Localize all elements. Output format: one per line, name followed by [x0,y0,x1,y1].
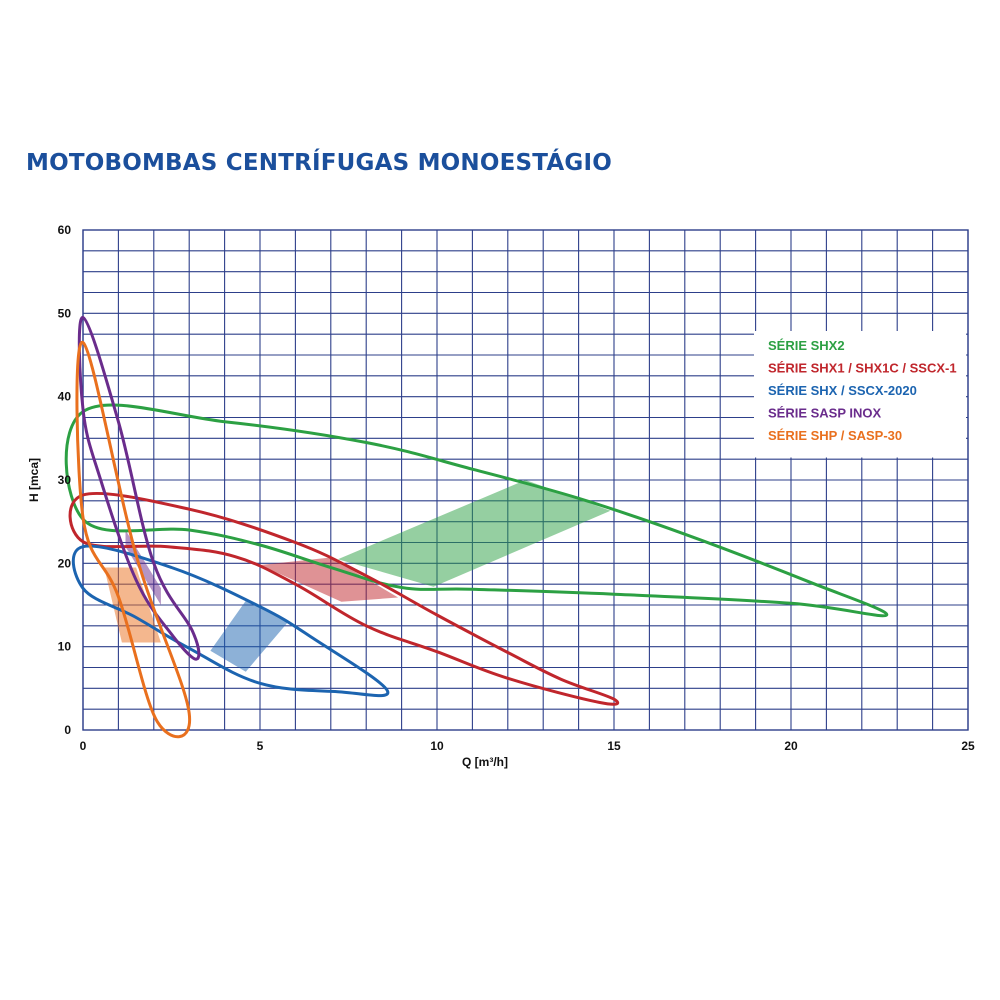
legend-entry: SÉRIE SHX2 [768,338,845,353]
axis-ticks: 0 5 10 15 20 25 0 10 20 30 40 50 60 [58,223,975,753]
legend: SÉRIE SHX2 SÉRIE SHX1 / SHX1C / SSCX-1 SÉR… [754,331,966,458]
x-tick-label: 20 [784,739,798,753]
y-tick-label: 10 [58,640,72,654]
series-curve-5 [75,340,192,739]
legend-entry: SÉRIE SHP / SASP-30 [768,428,902,443]
zone-3 [210,600,289,672]
y-tick-label: 30 [58,473,72,487]
series-curve-3 [71,544,390,698]
operating-zones [104,480,611,672]
series-curve-2 [68,491,620,706]
x-tick-label: 25 [961,739,975,753]
y-tick-label: 50 [58,306,72,320]
series-curves [64,315,889,739]
zone-2 [260,557,399,602]
series-curve-4 [77,315,201,661]
legend-box [754,331,966,458]
y-tick-label: 20 [58,556,72,570]
plot-border [82,229,969,731]
page-title: MOTOBOMBAS CENTRÍFUGAS MONOESTÁGIO [26,150,613,176]
series-curve-1 [64,403,889,618]
x-tick-label: 10 [430,739,444,753]
x-axis-label: Q [m³/h] [462,755,508,769]
y-tick-label: 0 [64,723,71,737]
legend-entry: SÉRIE SHX / SSCX-2020 [768,383,917,398]
legend-entry: SÉRIE SHX1 / SHX1C / SSCX-1 [768,361,957,376]
y-axis-label: H [mca] [27,458,41,502]
x-tick-label: 0 [80,739,87,753]
x-tick-label: 5 [257,739,264,753]
x-tick-label: 15 [607,739,621,753]
y-tick-label: 60 [58,223,72,237]
legend-entry: SÉRIE SASP INOX [768,406,882,421]
zone-1 [337,480,611,587]
y-tick-label: 40 [58,390,72,404]
